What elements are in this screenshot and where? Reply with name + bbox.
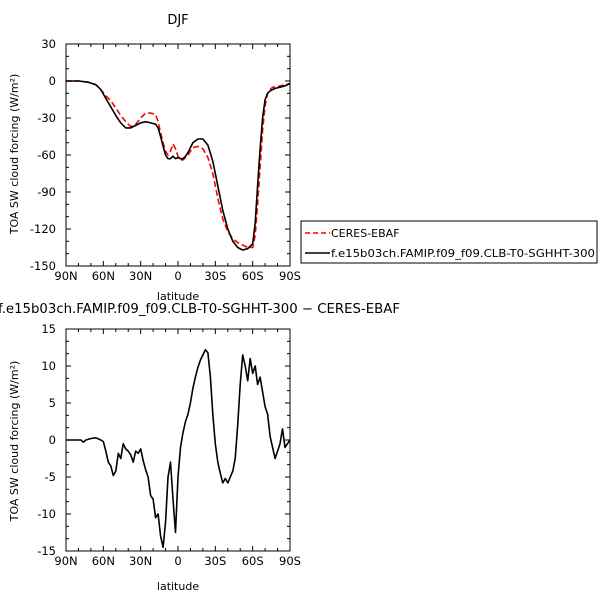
series-line-ceres-ebaf [66,80,291,249]
x-tick-label: 90N [54,554,77,568]
x-tick-label: 0 [174,554,181,568]
y-tick-label: -5 [45,470,56,484]
x-tick-label: 30N [129,269,152,283]
x-axis-label: latitude [157,580,199,593]
y-tick-label: -15 [37,544,56,558]
x-tick-label: 90N [54,269,77,283]
y-tick-label: 0 [49,74,56,88]
x-axis-label: latitude [157,290,199,303]
y-axis-label: TOA SW cloud forcing (W/m²) [8,74,21,236]
x-tick-label: 0 [174,269,181,283]
legend-box [300,220,598,264]
y-axis-label: TOA SW cloud forcing (W/m²) [8,361,21,523]
y-tick-label: -120 [30,222,56,236]
x-tick-label: 90S [279,554,301,568]
series-line-model [66,348,291,549]
legend: CERES-EBAF f.e15b03ch.FAMIP.f09_f09.CLB-… [300,220,598,264]
x-tick-label: 60N [92,269,115,283]
x-tick-label: 60S [242,554,264,568]
x-tick-label: 90S [279,269,301,283]
x-tick-label: 30N [129,554,152,568]
series-line-model [66,80,291,251]
x-tick-label: 60S [242,269,264,283]
plot-series [66,348,291,549]
bottom-panel: f.e15b03ch.FAMIP.f09_f09.CLB-T0-SGHHT-30… [0,302,400,593]
plot-frame [65,328,291,552]
y-tick-label: -10 [37,507,56,521]
y-tick-label: -30 [37,111,56,125]
x-tick-label: 60N [92,554,115,568]
axis-ticks: 90N 60N 30N 0 30S 60S 90S 15 10 5 0 -5 -10 -15 [37,322,301,568]
legend-label-ceres: CERES-EBAF [331,227,400,240]
y-tick-label: -90 [37,185,56,199]
y-tick-label: -150 [30,259,56,273]
y-tick-label: 0 [49,433,56,447]
panel-title: DJF [167,13,188,28]
x-tick-label: 30S [204,554,226,568]
y-tick-label: 15 [41,322,56,336]
legend-label-model: f.e15b03ch.FAMIP.f09_f09.CLB-T0-SGHHT-30… [331,247,595,260]
top-panel: DJF TOA SW cloud forcing (W/m²) latitude… [8,13,301,303]
plot-series [66,80,291,251]
panel-title: f.e15b03ch.FAMIP.f09_f09.CLB-T0-SGHHT-30… [0,302,400,317]
plot-frame [65,43,291,267]
y-tick-label: 5 [49,396,56,410]
y-tick-label: 30 [41,37,56,51]
y-tick-label: 10 [41,359,56,373]
y-tick-label: -60 [37,148,56,162]
x-tick-label: 30S [204,269,226,283]
